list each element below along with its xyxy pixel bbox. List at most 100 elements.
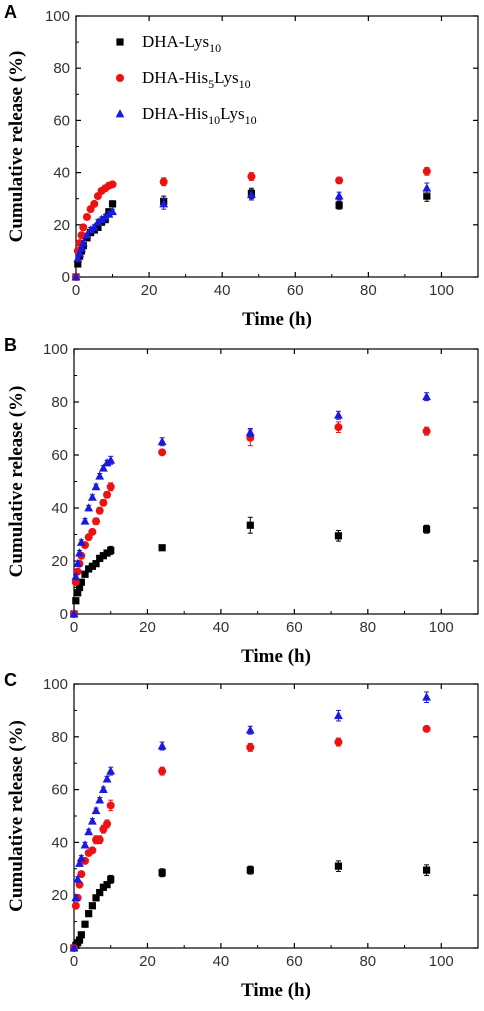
data-point	[75, 936, 84, 944]
data-point	[95, 795, 105, 804]
data-point	[76, 853, 86, 862]
data-point	[99, 498, 108, 507]
x-tick-label: 40	[214, 282, 231, 299]
data-point	[85, 565, 93, 573]
data-point	[95, 506, 104, 515]
data-point	[95, 835, 104, 844]
legend-label: DHA-His5Lys10	[142, 68, 251, 91]
y-tick-label: 60	[53, 112, 70, 129]
data-point	[92, 517, 101, 526]
panel-letter: B	[4, 335, 17, 355]
data-point	[91, 482, 101, 491]
y-tick-label: 80	[51, 729, 68, 746]
data-point	[94, 223, 102, 232]
data-point	[334, 532, 343, 540]
series-triangle	[71, 182, 432, 281]
data-point	[78, 238, 88, 247]
data-point	[245, 427, 255, 436]
data-point	[423, 192, 431, 200]
data-point	[95, 471, 105, 480]
y-tick-label: 60	[51, 447, 68, 464]
data-point	[422, 167, 431, 176]
y-tick-label: 0	[60, 606, 68, 623]
data-point	[97, 214, 106, 223]
series-triangle	[69, 691, 431, 952]
data-point	[106, 455, 116, 464]
panel-c: 0 20 40 60 80 100 0 20 40 60 80 100 Time (h) Cumulati…	[4, 670, 479, 1001]
data-point	[247, 172, 256, 181]
data-point	[157, 741, 167, 750]
y-tick-label: 80	[51, 394, 68, 411]
y-axis-title: Cumulative release (%)	[6, 386, 27, 578]
data-point	[84, 503, 94, 512]
data-point	[334, 862, 343, 870]
x-tick-label: 80	[360, 282, 377, 299]
data-point	[84, 827, 94, 836]
data-point	[72, 597, 80, 605]
y-tick-label: 40	[53, 165, 70, 182]
plot-frame	[73, 348, 479, 615]
data-point	[103, 881, 111, 889]
y-tick-label: 20	[53, 217, 70, 234]
data-point	[335, 176, 344, 185]
data-point	[71, 901, 80, 910]
data-point	[81, 570, 89, 578]
data-point	[82, 230, 92, 239]
legend-label: DHA-His10Lys10	[142, 104, 257, 127]
data-point	[422, 391, 431, 401]
x-tick-label: 0	[70, 619, 78, 636]
data-point	[96, 888, 104, 897]
data-point	[247, 189, 256, 199]
x-tick-label: 60	[286, 953, 303, 970]
data-point	[79, 223, 88, 232]
x-tick-label: 0	[70, 953, 78, 970]
data-point	[88, 562, 96, 570]
data-point	[108, 206, 117, 216]
data-point	[91, 805, 101, 815]
data-point	[88, 902, 96, 910]
data-point	[106, 482, 115, 491]
series-circle	[70, 724, 431, 952]
series-square	[70, 516, 431, 618]
data-point	[89, 222, 99, 231]
data-point	[75, 858, 84, 867]
x-tick-label: 100	[429, 953, 454, 970]
data-point	[88, 527, 97, 536]
data-point	[86, 225, 96, 234]
data-point	[335, 201, 343, 209]
data-point	[104, 209, 114, 218]
data-point	[334, 423, 343, 432]
data-point	[92, 560, 100, 568]
data-point	[102, 774, 112, 783]
legend: DHA-Lys10 DHA-His5Lys10 DHA-His10Lys10	[115, 32, 257, 127]
panel-letter: C	[4, 670, 17, 690]
data-point	[98, 784, 108, 793]
panel-letter: A	[4, 2, 17, 22]
legend-label: DHA-Lys10	[142, 32, 221, 55]
series-square	[70, 860, 431, 952]
data-point	[71, 272, 81, 281]
data-point	[100, 212, 110, 221]
x-tick-label: 40	[213, 953, 230, 970]
y-tick-label: 100	[43, 341, 68, 358]
y-tick-label: 40	[51, 500, 68, 517]
series-circle	[72, 166, 431, 281]
y-tick-label: 40	[51, 834, 68, 851]
data-point	[75, 548, 84, 557]
data-point	[80, 840, 90, 849]
x-tick-label: 20	[139, 619, 156, 636]
data-point	[246, 866, 254, 874]
data-point	[158, 448, 167, 457]
x-axis-title: Time (h)	[241, 646, 311, 667]
x-tick-label: 20	[141, 282, 158, 299]
data-point	[76, 537, 86, 546]
data-point	[334, 710, 343, 720]
y-tick-label: 60	[51, 782, 68, 799]
data-point	[422, 427, 431, 436]
data-point	[81, 920, 89, 928]
data-point	[90, 199, 99, 208]
data-point	[69, 943, 79, 952]
plot-frame	[73, 683, 479, 949]
y-tick-label: 20	[51, 887, 68, 904]
